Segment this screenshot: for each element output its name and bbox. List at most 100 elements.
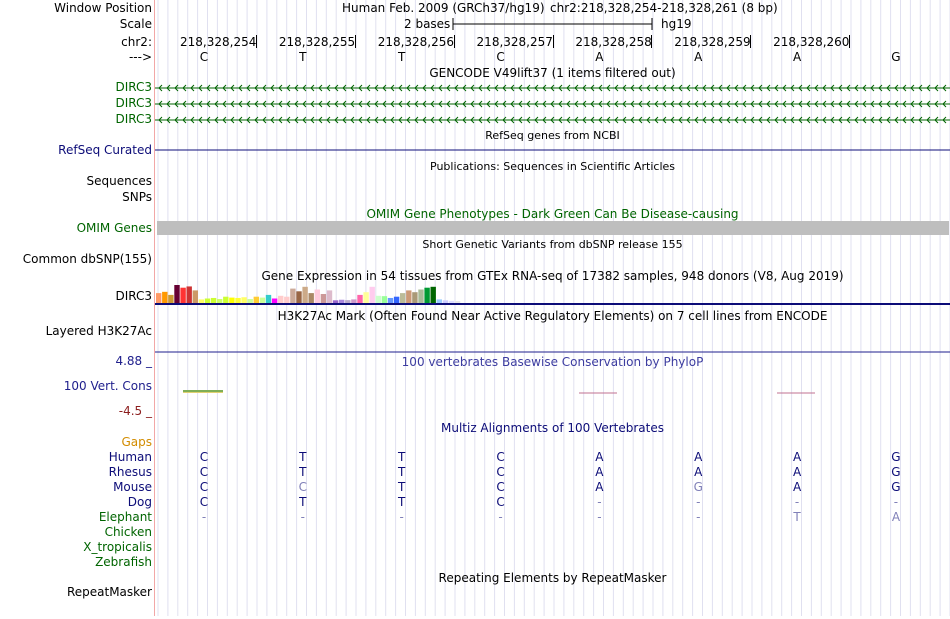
strand-arrow [918,100,923,108]
omim-gene-bar[interactable] [157,221,949,235]
strand-arrow [918,116,923,124]
strand-arrow [174,116,179,124]
strand-arrow [910,84,915,92]
gtex-tissue-bar [424,287,430,303]
strand-arrow [454,100,459,108]
track-label-zebrafish[interactable]: Zebrafish [95,555,152,569]
strand-arrow [550,84,555,92]
strand-arrow [446,100,451,108]
strand-arrow [838,116,843,124]
h3k27ac-track-title[interactable]: H3K27Ac Mark (Often Found Near Active Re… [277,309,828,323]
gtex-track-title[interactable]: Gene Expression in 54 tissues from GTEx … [261,269,844,283]
track-label-omim-genes[interactable]: OMIM Genes [76,221,152,235]
strand-arrow [606,116,611,124]
track-label-rhesus[interactable]: Rhesus [108,465,152,479]
mouse-aligned-base: T [398,480,406,494]
track-label-dirc3-2[interactable]: DIRC3 [115,96,152,110]
strand-arrow [494,84,499,92]
omim-track-title[interactable]: OMIM Gene Phenotypes - Dark Green Can Be… [366,207,739,221]
strand-arrow [846,84,851,92]
track-label-phylop-min[interactable]: -4.5 _ [118,404,152,418]
repeatmasker-track-title[interactable]: Repeating Elements by RepeatMasker [438,571,667,585]
strand-arrow [886,84,891,92]
track-label-dog[interactable]: Dog [127,495,152,509]
strand-arrow [942,84,947,92]
ruler-position-label: 218,328,258 [575,35,652,49]
publications-track-title[interactable]: Publications: Sequences in Scientific Ar… [430,160,675,173]
strand-arrow [558,100,563,108]
track-label-elephant[interactable]: Elephant [98,510,152,524]
track-label-common-dbsnp[interactable]: Common dbSNP(155) [22,252,152,266]
strand-arrow [518,116,523,124]
track-label-gaps[interactable]: Gaps [121,435,152,449]
track-label-xtropicalis[interactable]: X_tropicalis [83,540,152,554]
track-label-chicken[interactable]: Chicken [104,525,152,539]
gtex-tissue-bar [326,290,333,303]
strand-arrow [694,84,699,92]
strand-arrow [838,84,843,92]
gtex-tissue-bar [235,297,241,303]
strand-arrow [366,116,371,124]
elephant-aligned-base: - [696,510,701,524]
phylop-signal[interactable] [155,385,950,399]
strand-arrow [686,116,691,124]
rhesus-aligned-base: C [199,465,209,479]
ruler-position-label: 218,328,254 [180,35,257,49]
refseq-track-title[interactable]: RefSeq genes from NCBI [485,129,620,142]
gencode-track-title[interactable]: GENCODE V49lift37 (1 items filtered out) [429,66,676,80]
strand-arrow [166,84,171,92]
track-label-vert-cons[interactable]: 100 Vert. Cons [63,379,152,393]
strand-arrow [278,84,283,92]
strand-arrow [422,116,427,124]
track-label-refseq-curated[interactable]: RefSeq Curated [58,143,152,157]
track-label-human[interactable]: Human [108,450,152,464]
dbsnp-track-title[interactable]: Short Genetic Variants from dbSNP releas… [422,238,683,251]
track-label-phylop-max[interactable]: 4.88 _ [115,354,152,368]
gencode-transcripts[interactable] [155,81,950,127]
phylop-track-title[interactable]: 100 vertebrates Basewise Conservation by… [401,355,704,369]
ruler-tick [849,35,851,48]
dog-aligned-base: C [496,495,505,509]
gtex-bar-chart[interactable] [155,283,950,306]
strand-arrow [358,84,363,92]
track-label-chrom[interactable]: chr2: [121,35,152,49]
strand-arrow [750,116,755,124]
strand-arrow [302,116,307,124]
multiz-track-title[interactable]: Multiz Alignments of 100 Vertebrates [440,421,665,435]
strand-arrow [526,84,531,92]
strand-arrow [254,100,259,108]
strand-arrow [606,84,611,92]
gtex-tissue-bar [454,301,461,303]
track-label-layered-h3k27ac[interactable]: Layered H3K27Ac [45,324,152,338]
strand-arrow [734,116,739,124]
strand-arrow [590,84,595,92]
strand-arrow [806,100,811,108]
track-label-dirc3-1[interactable]: DIRC3 [115,80,152,94]
strand-arrow [166,100,171,108]
track-label-snps[interactable]: SNPs [122,190,152,204]
strand-arrow [462,100,467,108]
track-label-sequences[interactable]: Sequences [86,174,152,188]
mouse-aligned-base: C [298,480,308,494]
strand-arrow [270,84,275,92]
refseq-track-line[interactable] [155,143,950,157]
strand-arrow [814,84,819,92]
strand-arrow [742,116,747,124]
strand-arrow [302,84,307,92]
track-label-scale[interactable]: Scale [119,17,152,31]
strand-arrow [590,100,595,108]
strand-arrow [566,84,571,92]
gtex-tissue-bar [192,290,198,303]
strand-arrow [406,100,411,108]
strand-arrow [438,84,443,92]
gtex-tissue-bar [284,296,290,303]
strand-arrow [158,84,163,92]
track-label-window-position[interactable]: Window Position [54,1,152,15]
track-label-dirc3-3[interactable]: DIRC3 [115,112,152,126]
track-label-mouse[interactable]: Mouse [113,480,152,494]
strand-arrow [254,84,259,92]
track-label-repeatmasker[interactable]: RepeatMasker [66,585,152,599]
strand-arrow [686,84,691,92]
track-label-gtex-dirc3[interactable]: DIRC3 [115,289,152,303]
track-label-strand[interactable]: ---> [128,50,152,64]
